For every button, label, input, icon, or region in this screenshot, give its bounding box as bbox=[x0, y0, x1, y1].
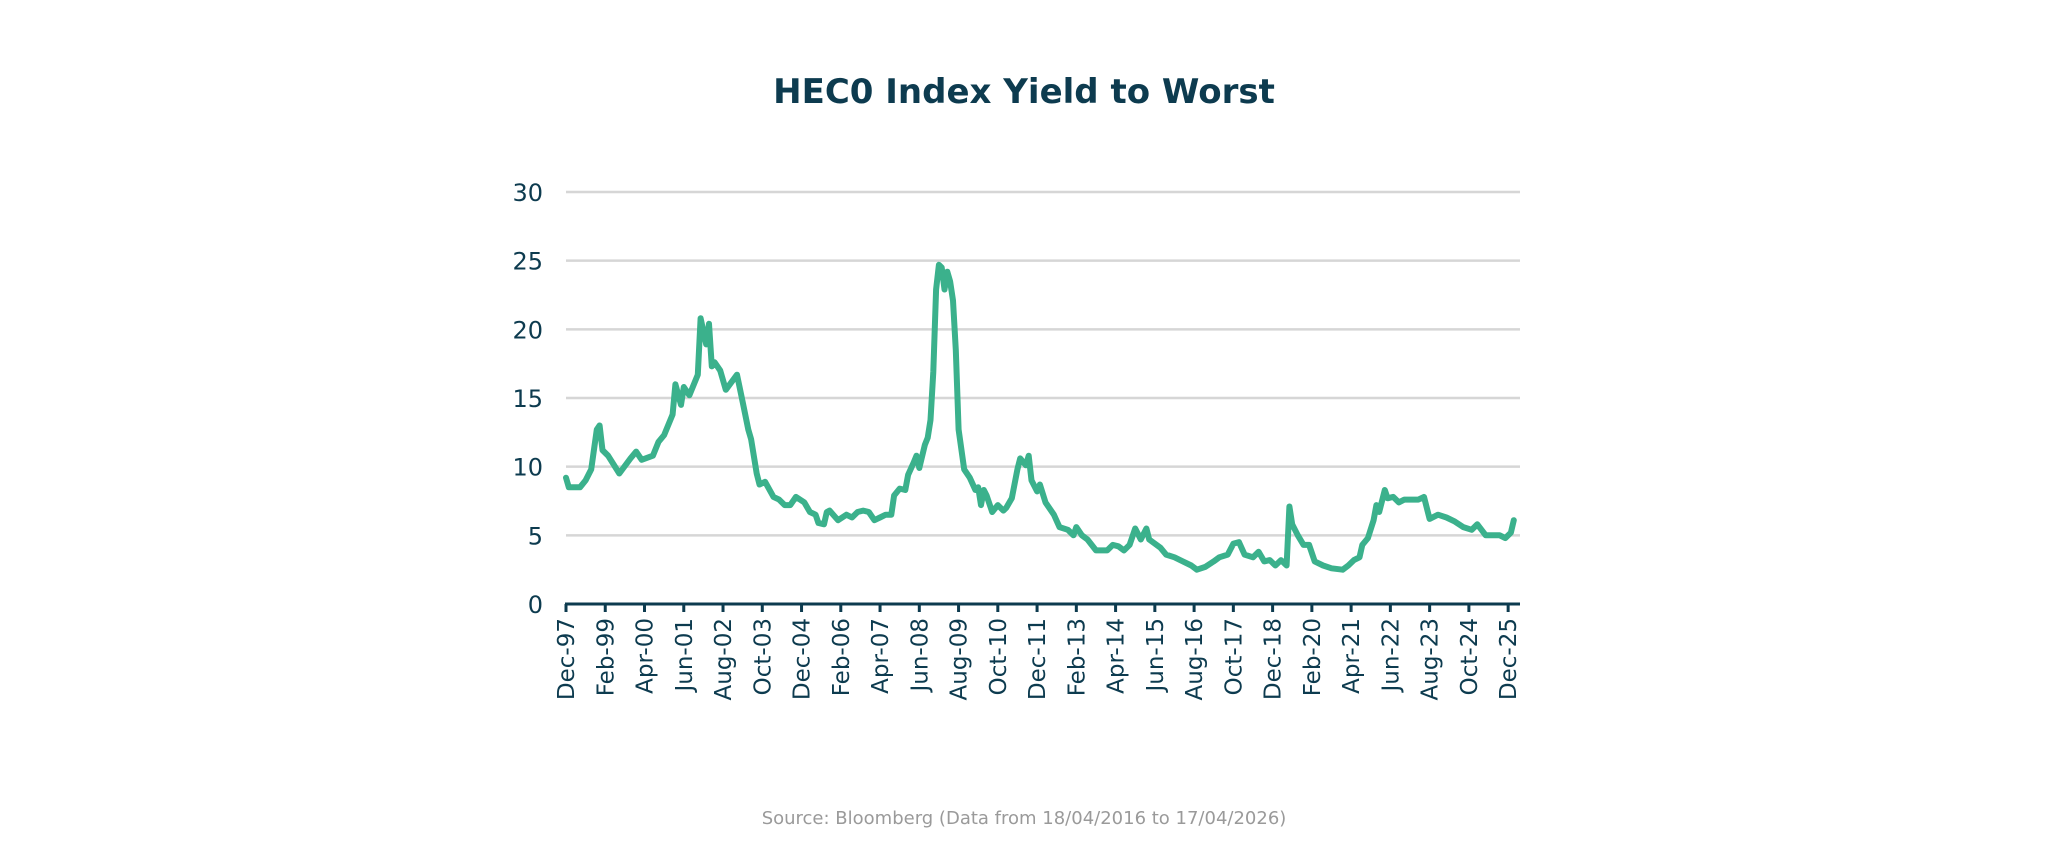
x-tick-label: Jun-08 bbox=[907, 618, 933, 694]
x-tick-label: Jun-15 bbox=[1143, 618, 1169, 694]
gridlines bbox=[566, 190, 1520, 537]
y-tick-label: 30 bbox=[512, 179, 543, 207]
y-tick-label: 25 bbox=[512, 248, 543, 276]
series-line bbox=[563, 261, 1517, 573]
chart-title: HEC0 Index Yield to Worst bbox=[773, 72, 1275, 112]
x-tick-label: Apr-07 bbox=[868, 618, 894, 694]
x-axis-ticks: Dec-97 Feb-99 Apr-00 Jun-01 Aug-02 Oct-03 Dec-… bbox=[554, 604, 1522, 700]
x-tick-label: Dec-25 bbox=[1496, 618, 1522, 700]
y-axis-ticks: 0 5 10 15 20 25 30 bbox=[512, 179, 543, 619]
y-tick-label: 20 bbox=[512, 316, 543, 344]
x-tick-label: Apr-14 bbox=[1104, 618, 1130, 694]
x-tick-label: Apr-21 bbox=[1339, 618, 1365, 694]
x-tick-label: Aug-02 bbox=[711, 618, 737, 700]
x-tick-label: Aug-23 bbox=[1418, 618, 1444, 700]
y-tick-label: 0 bbox=[528, 591, 543, 619]
x-tick-label: Jun-01 bbox=[672, 618, 698, 694]
x-tick-label: Aug-09 bbox=[947, 618, 973, 700]
y-tick-label: 15 bbox=[512, 385, 543, 413]
x-tick-label: Jun-22 bbox=[1378, 618, 1404, 694]
x-tick-label: Dec-11 bbox=[1025, 618, 1051, 700]
x-tick-label: Oct-24 bbox=[1457, 618, 1483, 695]
x-tick-label: Oct-03 bbox=[750, 618, 776, 695]
x-tick-label: Feb-20 bbox=[1300, 618, 1326, 696]
x-tick-label: Feb-99 bbox=[593, 618, 619, 696]
y-tick-label: 10 bbox=[512, 454, 543, 482]
x-tick-label: Apr-00 bbox=[633, 618, 659, 694]
series-group bbox=[563, 261, 1517, 573]
x-tick-label: Dec-97 bbox=[554, 618, 580, 700]
x-tick-label: Aug-16 bbox=[1182, 618, 1208, 700]
x-tick-label: Dec-04 bbox=[790, 618, 816, 700]
x-tick-label: Feb-13 bbox=[1064, 618, 1090, 696]
x-tick-label: Oct-10 bbox=[986, 618, 1012, 695]
source-note: Source: Bloomberg (Data from 18/04/2016 … bbox=[761, 808, 1287, 829]
y-tick-label: 5 bbox=[528, 522, 543, 550]
x-tick-label: Feb-06 bbox=[829, 618, 855, 696]
x-tick-label: Oct-17 bbox=[1221, 618, 1247, 695]
x-tick-label: Dec-18 bbox=[1261, 618, 1287, 700]
